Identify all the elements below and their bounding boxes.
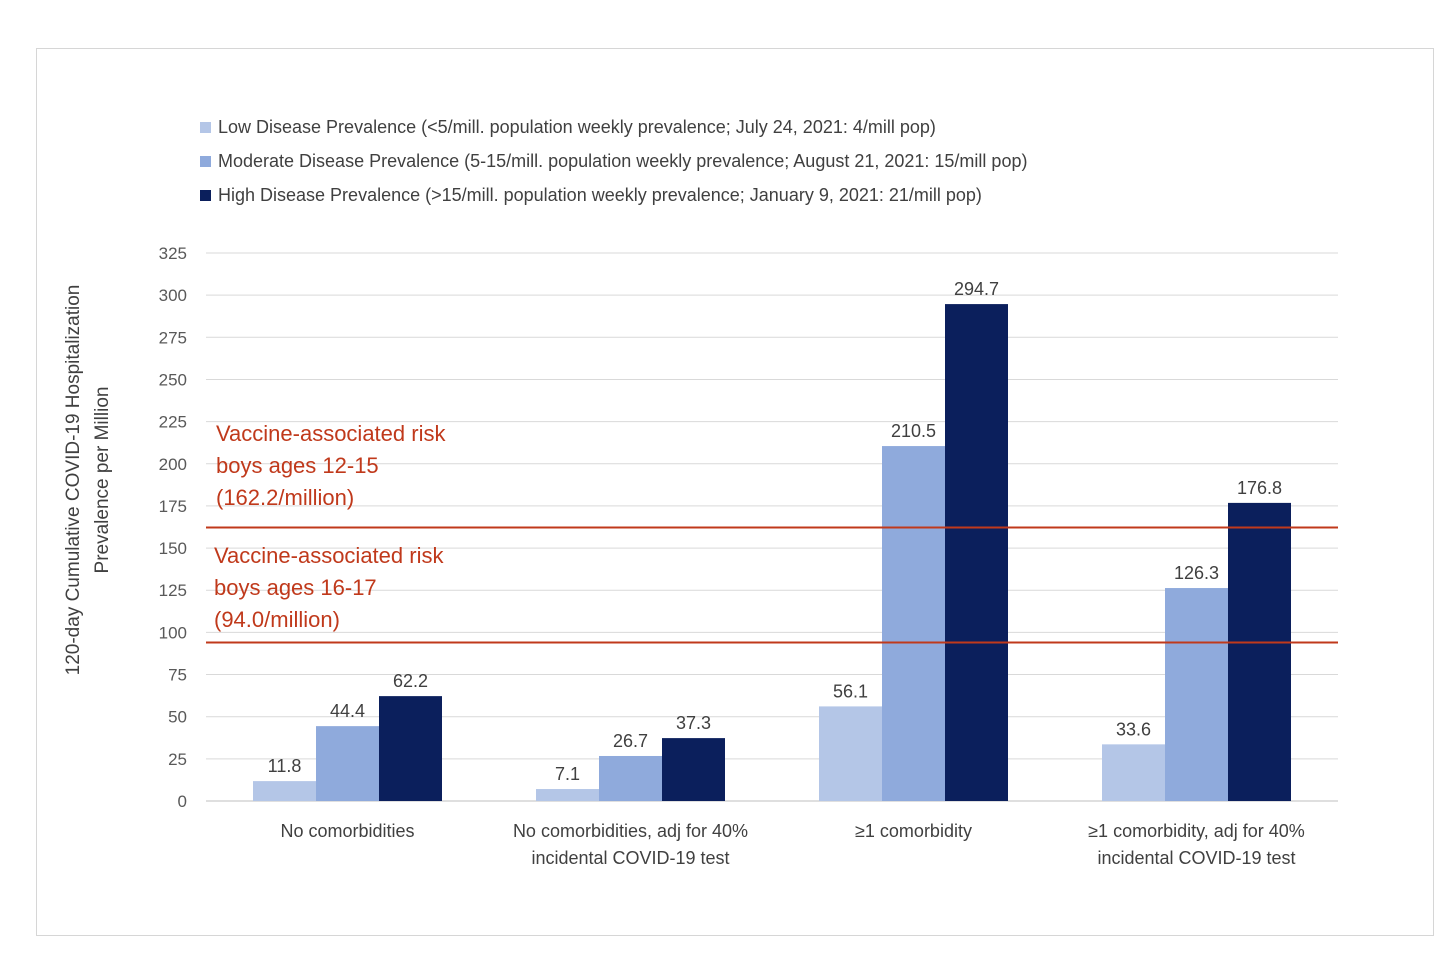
reference-line-label: boys ages 16-17 xyxy=(214,575,377,600)
y-tick-label: 275 xyxy=(159,328,187,347)
data-label: 26.7 xyxy=(613,731,648,751)
legend-swatch xyxy=(200,190,211,201)
y-tick-label: 325 xyxy=(159,244,187,263)
data-label: 33.6 xyxy=(1116,719,1151,739)
legend-entry: Moderate Disease Prevalence (5-15/mill. … xyxy=(218,151,1027,171)
reference-line-label: (162.2/million) xyxy=(216,485,354,510)
bar xyxy=(819,706,882,801)
bar xyxy=(1165,588,1228,801)
bar xyxy=(1228,502,1291,801)
y-tick-label: 75 xyxy=(168,666,187,685)
data-label: 126.3 xyxy=(1174,563,1219,583)
reference-line-label: boys ages 12-15 xyxy=(216,453,379,478)
y-tick-label: 225 xyxy=(159,413,187,432)
bar xyxy=(1102,744,1165,801)
y-tick-label: 100 xyxy=(159,623,187,642)
y-tick-label: 125 xyxy=(159,581,187,600)
y-tick-label: 25 xyxy=(168,750,187,769)
y-tick-label: 200 xyxy=(159,455,187,474)
x-tick-label: No comorbidities, adj for 40% xyxy=(513,821,748,841)
data-label: 37.3 xyxy=(676,713,711,733)
y-axis-label: Prevalence per Million xyxy=(92,387,113,574)
data-label: 210.5 xyxy=(891,421,936,441)
x-tick-label: incidental COVID-19 test xyxy=(531,848,729,868)
x-tick-label: incidental COVID-19 test xyxy=(1097,848,1295,868)
legend-entry: High Disease Prevalence (>15/mill. popul… xyxy=(218,185,982,205)
y-tick-label: 250 xyxy=(159,370,187,389)
data-label: 7.1 xyxy=(555,764,580,784)
y-tick-label: 175 xyxy=(159,497,187,516)
bar xyxy=(599,755,662,801)
y-tick-label: 150 xyxy=(159,539,187,558)
bar xyxy=(882,446,945,801)
chart-frame xyxy=(36,48,1434,936)
bar xyxy=(662,738,725,801)
bar xyxy=(536,789,599,801)
bar xyxy=(316,726,379,801)
bar xyxy=(379,696,442,801)
data-label: 44.4 xyxy=(330,701,365,721)
y-tick-label: 300 xyxy=(159,286,187,305)
reference-line-label: Vaccine-associated risk xyxy=(216,421,446,446)
data-label: 56.1 xyxy=(833,681,868,701)
y-tick-label: 0 xyxy=(178,792,187,811)
data-label: 176.8 xyxy=(1237,478,1282,498)
reference-line-label: Vaccine-associated risk xyxy=(214,543,444,568)
legend-swatch xyxy=(200,122,211,133)
legend-entry: Low Disease Prevalence (<5/mill. populat… xyxy=(218,117,936,137)
x-tick-label: No comorbidities xyxy=(280,821,414,841)
reference-line-label: (94.0/million) xyxy=(214,607,340,632)
data-label: 62.2 xyxy=(393,671,428,691)
x-tick-label: ≥1 comorbidity, adj for 40% xyxy=(1088,821,1305,841)
bar xyxy=(253,781,316,801)
x-tick-label: ≥1 comorbidity xyxy=(855,821,972,841)
data-label: 294.7 xyxy=(954,279,999,299)
legend-swatch xyxy=(200,156,211,167)
y-tick-label: 50 xyxy=(168,708,187,727)
data-label: 11.8 xyxy=(268,756,302,776)
y-axis-label: 120-day Cumulative COVID-19 Hospitalizat… xyxy=(63,285,84,676)
bar xyxy=(945,304,1008,801)
